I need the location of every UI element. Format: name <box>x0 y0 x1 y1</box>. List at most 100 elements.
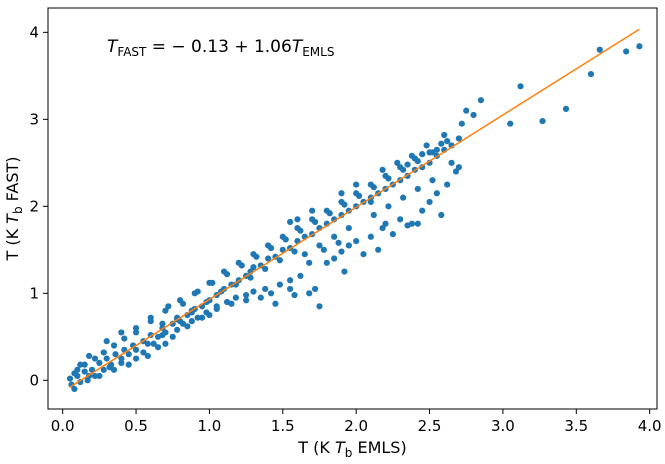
scatter-point <box>150 340 157 347</box>
annotation-symbol-emls: T <box>292 37 304 57</box>
x-axis-label-prefix: T (K <box>297 438 335 457</box>
scatter-point <box>162 307 169 314</box>
scatter-point <box>247 274 254 281</box>
scatter-point <box>276 257 283 264</box>
scatter-point <box>162 340 169 347</box>
scatter-point <box>66 375 74 382</box>
scatter-point <box>262 265 269 273</box>
scatter-point <box>444 137 451 145</box>
y-axis-label: T (K Tb FAST) <box>3 156 25 261</box>
x-tick-label: 3.5 <box>564 417 588 435</box>
y-axis-label-subscript: b <box>11 206 25 214</box>
scatter-point <box>100 349 107 356</box>
scatter-point <box>81 368 88 375</box>
scatter-point <box>477 97 484 104</box>
scatter-point <box>250 288 257 295</box>
scatter-point <box>110 342 118 349</box>
scatter-point <box>287 218 294 226</box>
scatter-point <box>301 251 308 258</box>
y-tick-label: 4 <box>29 23 39 41</box>
x-tick-label: 2.5 <box>418 417 442 435</box>
annotation-subscript-emls: EMLS <box>302 45 334 59</box>
scatter-point <box>323 207 330 214</box>
scatter-point <box>291 291 298 299</box>
annotation-subscript-fast: FAST <box>117 45 147 59</box>
scatter-point <box>360 251 367 258</box>
scatter-point <box>194 314 201 321</box>
scatter-point <box>279 233 286 240</box>
scatter-point <box>184 323 191 330</box>
scatter-point <box>144 352 151 360</box>
scatter-point <box>429 177 436 184</box>
scatter-point <box>367 181 374 188</box>
scatter-point <box>287 277 294 284</box>
scatter-point <box>243 297 250 304</box>
scatter-point <box>294 216 301 223</box>
scatter-point <box>367 198 374 206</box>
scatter-point <box>458 120 465 127</box>
scatter-point <box>228 300 235 307</box>
y-axis-label-symbol: T <box>3 213 22 224</box>
scatter-point <box>309 216 316 223</box>
scatter-point <box>96 372 103 380</box>
scatter-point <box>250 264 257 271</box>
x-tick-label: 0.0 <box>51 417 75 435</box>
scatter-point <box>191 290 198 297</box>
scatter-point <box>470 111 477 119</box>
scatter-point <box>206 311 213 319</box>
y-tick-label: 0 <box>29 371 39 389</box>
fit-equation-annotation: TFAST = − 0.13 + 1.06TEMLS <box>107 37 334 59</box>
scatter-point <box>353 181 360 188</box>
scatter-point <box>147 318 154 325</box>
scatter-point <box>408 152 416 159</box>
scatter-point <box>448 159 455 166</box>
scatter-point <box>265 242 272 249</box>
scatter-point <box>455 164 462 171</box>
scatter-point <box>103 355 110 362</box>
scatter-point <box>306 290 313 297</box>
scatter-point <box>159 331 166 339</box>
scatter-point <box>433 190 440 197</box>
x-axis-ticks: 0.0 0.5 1.0 1.5 2.0 2.5 3.0 3.5 4.0 <box>51 409 662 435</box>
scatter-point <box>311 285 319 293</box>
scatter-point <box>257 294 264 301</box>
y-tick-label: 2 <box>29 197 39 215</box>
scatter-point <box>338 190 345 197</box>
scatter-point <box>404 161 411 168</box>
scatter-point <box>144 340 151 347</box>
scatter-point <box>452 168 460 175</box>
y-axis-label-suffix: FAST) <box>3 156 22 206</box>
annotation-equation-body: = − 0.13 + 1.06 <box>146 37 291 57</box>
scatter-point <box>262 285 269 293</box>
scatter-point <box>213 305 220 313</box>
scatter-point <box>306 259 313 266</box>
scatter-point <box>562 105 570 112</box>
scatter-point <box>438 140 445 147</box>
scatter-point <box>397 164 404 171</box>
scatter-point <box>71 385 78 393</box>
scatter-point <box>250 251 257 258</box>
scatter-point <box>379 224 386 232</box>
scatter-point <box>389 231 396 238</box>
scatter-point <box>188 318 195 325</box>
scatter-point <box>125 351 132 358</box>
scatter-point <box>267 290 275 297</box>
scatter-point <box>426 149 433 156</box>
scatter-point <box>103 338 110 345</box>
scatter-point <box>507 120 514 127</box>
scatter-point <box>587 71 595 78</box>
scatter-point <box>335 239 342 246</box>
scatter-point <box>433 146 440 153</box>
scatter-point <box>118 355 125 362</box>
scatter-point <box>419 207 426 214</box>
scatter-point <box>636 43 643 50</box>
scatter-point <box>331 255 338 262</box>
scatter-point <box>408 220 416 227</box>
scatter-point <box>517 83 524 90</box>
scatter-point <box>320 246 327 253</box>
scatter-point <box>291 248 298 255</box>
scatter-point <box>279 246 286 253</box>
scatter-point <box>400 194 407 201</box>
x-tick-label: 3.0 <box>491 417 515 435</box>
scatter-point <box>100 366 107 373</box>
